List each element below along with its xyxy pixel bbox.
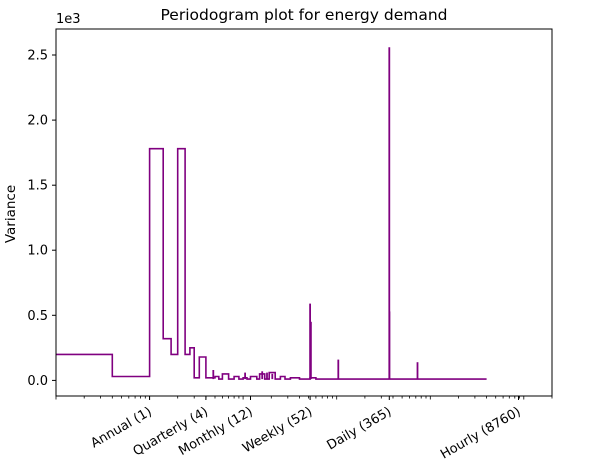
y-tick-label-3: 1.5 bbox=[27, 179, 48, 194]
chart-title: Periodogram plot for energy demand bbox=[161, 6, 448, 24]
plot-area-frame bbox=[55, 28, 553, 397]
y-tick-label-0: 0.0 bbox=[27, 374, 48, 389]
chart-marks bbox=[56, 47, 487, 380]
y-axis-label: Variance bbox=[3, 185, 19, 243]
y-axis-offset-text: 1e3 bbox=[56, 12, 81, 27]
y-tick-label-2: 1.0 bbox=[27, 244, 48, 259]
y-tick-label-5: 2.5 bbox=[27, 49, 48, 64]
y-tick-label-1: 0.5 bbox=[27, 309, 48, 324]
y-tick-label-4: 2.0 bbox=[27, 114, 48, 129]
